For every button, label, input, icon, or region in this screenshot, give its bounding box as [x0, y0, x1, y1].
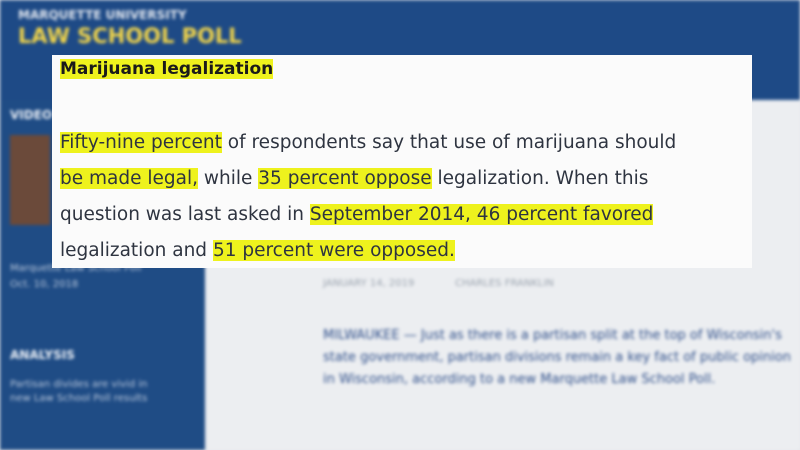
highlighted-text: September 2014, 46 percent favored [309, 204, 654, 225]
article-body: MILWAUKEE — Just as there is a partisan … [323, 328, 791, 387]
sidebar-heading: ANALYSIS [10, 348, 75, 362]
text: legalization. When this [431, 168, 649, 189]
text-line: question was last asked in September 201… [60, 197, 676, 233]
text-line: legalization and 51 percent were opposed… [60, 233, 676, 269]
highlighted-text: be made legal, [60, 168, 198, 189]
sidebar-heading: VIDEO [10, 108, 53, 122]
article-date: JANUARY 14, 2019 [323, 278, 415, 289]
text-line: be made legal, while 35 percent oppose l… [60, 161, 676, 197]
highlighted-text: 35 percent oppose [258, 168, 432, 189]
analysis-link[interactable]: Partisan divides are vivid in new Law Sc… [10, 379, 148, 404]
video-caption: Marquette Law School Poll [10, 263, 142, 274]
logo-line: LAW SCHOOL POLL [18, 24, 242, 48]
text-line: Fifty-nine percent of respondents say th… [60, 125, 676, 161]
text: legalization and [60, 240, 213, 261]
card-paragraph: Fifty-nine percent of respondents say th… [60, 125, 676, 269]
highlighted-text: Fifty-nine percent [60, 132, 222, 153]
card-heading: Marijuana legalization [60, 59, 274, 79]
logo-line: MARQUETTE UNIVERSITY [18, 8, 187, 22]
video-date: Oct. 10, 2018 [10, 279, 79, 290]
quote-card: Marijuana legalization Fifty-nine percen… [52, 55, 752, 268]
video-thumbnail [10, 135, 50, 225]
text: of respondents say that use of marijuana… [221, 132, 677, 153]
highlighted-text: 51 percent were opposed. [212, 240, 455, 261]
text: question was last asked in [60, 204, 310, 225]
article-text: JANUARY 14, 2019 CHARLES FRANKLIN MILWAU… [205, 100, 800, 450]
text: while [198, 168, 259, 189]
article-author: CHARLES FRANKLIN [455, 278, 554, 289]
highlighted-heading: Marijuana legalization [60, 59, 274, 79]
